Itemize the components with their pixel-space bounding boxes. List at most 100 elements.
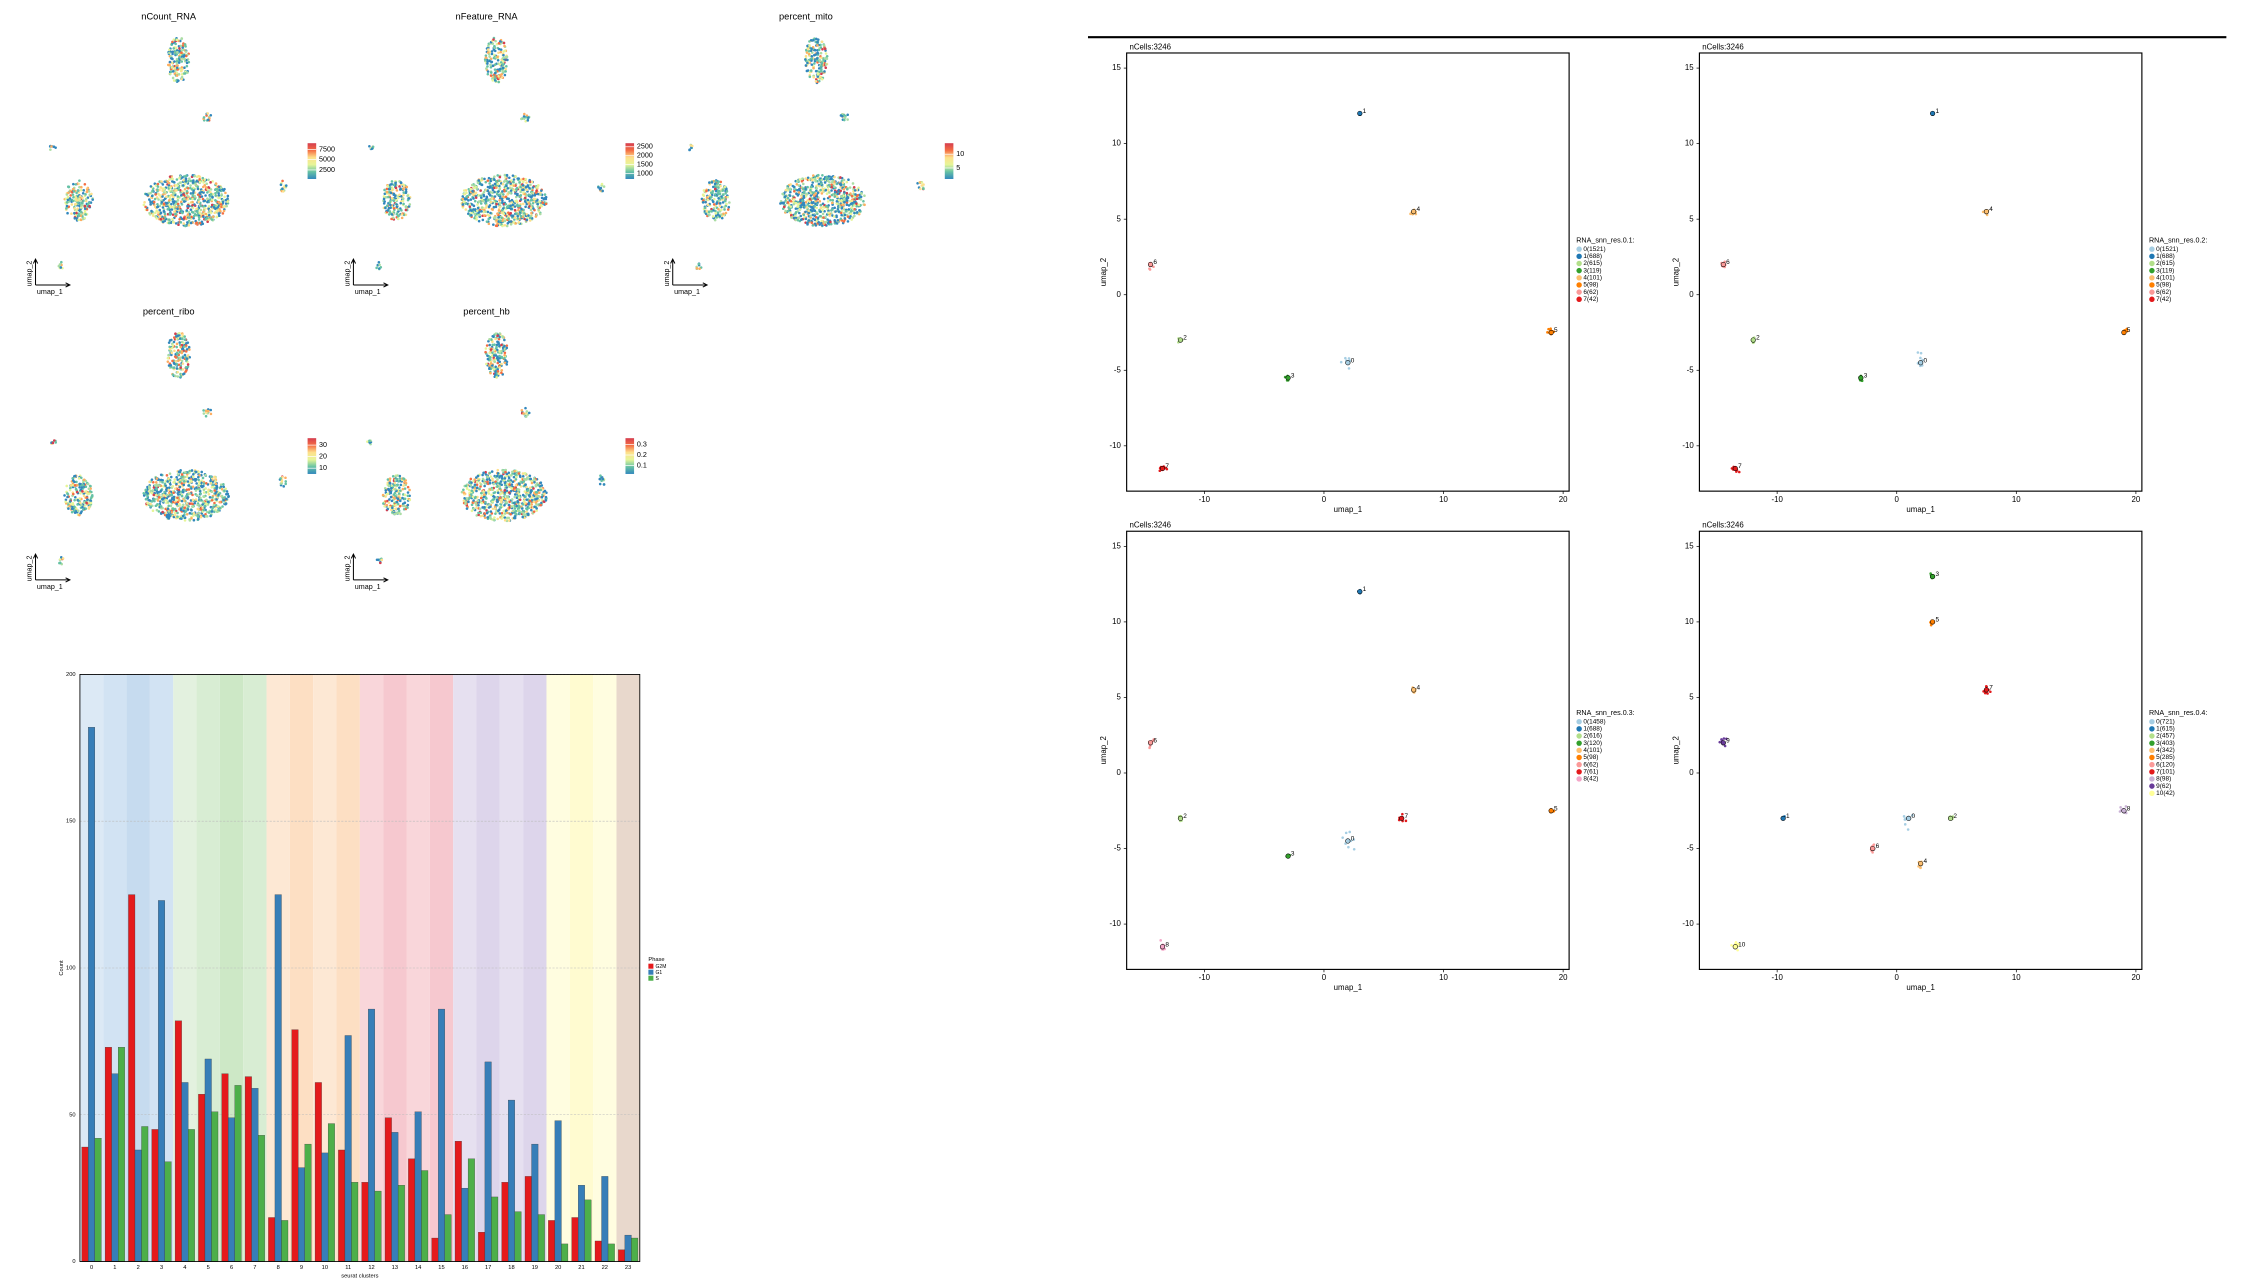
cell-point <box>497 209 501 212</box>
cell-point <box>491 79 495 82</box>
cell-point <box>715 216 718 219</box>
cell-point <box>858 208 861 212</box>
cell-point <box>816 173 820 177</box>
cell-point <box>180 499 184 503</box>
colorbar <box>625 143 635 179</box>
cell-point <box>198 480 201 484</box>
cell-point <box>183 353 187 357</box>
cell-point <box>183 489 186 492</box>
cell-point <box>788 187 792 191</box>
cell-point <box>185 61 189 65</box>
cell-point <box>167 221 171 225</box>
cell-point <box>398 193 401 197</box>
cell-point <box>204 194 207 197</box>
cell-point <box>185 64 189 68</box>
cell-point <box>83 210 87 214</box>
cell-point <box>181 184 185 187</box>
cell-point <box>493 175 496 178</box>
cell-point <box>794 218 798 222</box>
cell-point <box>493 63 497 66</box>
cell-point <box>179 200 183 204</box>
cell-point <box>175 502 178 506</box>
cell-point <box>473 212 477 216</box>
cell-point <box>512 221 516 224</box>
cell-point <box>510 179 513 182</box>
cell-point <box>217 194 221 197</box>
cell-point <box>825 57 829 61</box>
cell-point <box>78 185 81 189</box>
cell-point <box>215 215 219 219</box>
cell-point <box>821 173 824 177</box>
cell-point <box>199 515 203 519</box>
cell-point <box>493 190 496 194</box>
cell-point <box>843 116 847 119</box>
cell-point <box>168 491 171 495</box>
cell-point <box>74 195 77 198</box>
cell-point <box>176 199 180 202</box>
cell-point <box>210 510 214 513</box>
cell-point <box>387 195 390 199</box>
cell-point <box>225 497 228 501</box>
cell-point <box>204 487 207 490</box>
cell-point <box>537 488 540 492</box>
cell-point <box>404 481 408 485</box>
cell-point <box>722 212 725 216</box>
cell-point <box>167 353 170 357</box>
cell-point <box>176 64 179 67</box>
cell-point <box>175 79 178 82</box>
cell-point <box>382 195 386 198</box>
cell-point <box>484 202 488 205</box>
cell-point <box>486 185 490 189</box>
cell-point <box>807 219 811 222</box>
cell-point <box>385 187 389 191</box>
cell-point <box>148 198 151 201</box>
cell-point <box>804 194 808 198</box>
cell-point <box>813 204 816 208</box>
cell-point <box>526 198 530 202</box>
cell-point <box>525 410 529 413</box>
cell-point <box>860 192 863 195</box>
cell-point <box>171 50 175 54</box>
cell-point <box>400 216 404 220</box>
cell-point <box>483 506 486 509</box>
cell-point <box>521 180 525 184</box>
cell-point <box>516 201 519 204</box>
cell-point <box>540 196 544 200</box>
cell-point <box>166 500 170 504</box>
cell-point <box>182 503 185 507</box>
cell-point <box>171 213 175 216</box>
cell-point <box>397 196 400 200</box>
cell-point <box>186 480 190 483</box>
cell-point <box>80 486 84 489</box>
cell-point <box>210 498 214 502</box>
cell-point <box>532 197 536 201</box>
cell-point <box>185 357 189 360</box>
cell-point <box>404 206 408 209</box>
cell-point <box>504 67 507 71</box>
cell-point <box>196 187 200 191</box>
cell-point <box>215 498 218 501</box>
cell-point <box>181 368 185 371</box>
cell-point <box>522 412 525 415</box>
cell-point <box>284 480 288 483</box>
cell-point <box>163 197 167 200</box>
cell-point <box>158 484 161 488</box>
y-axis-label: umap_2 <box>663 261 671 287</box>
cell-point <box>493 195 497 198</box>
cell-point <box>831 179 834 183</box>
cell-point <box>501 66 505 70</box>
cell-point <box>383 200 386 203</box>
cell-point <box>215 487 218 491</box>
cell-point <box>818 214 822 218</box>
cell-point <box>73 498 76 502</box>
cell-point <box>827 222 830 225</box>
cell-point <box>68 504 71 508</box>
cell-point <box>500 197 504 200</box>
cell-point <box>798 199 802 203</box>
cell-point <box>497 216 500 219</box>
cell-point <box>489 179 493 183</box>
cell-point <box>185 342 188 345</box>
cell-point <box>171 344 175 347</box>
cell-point <box>218 188 221 192</box>
